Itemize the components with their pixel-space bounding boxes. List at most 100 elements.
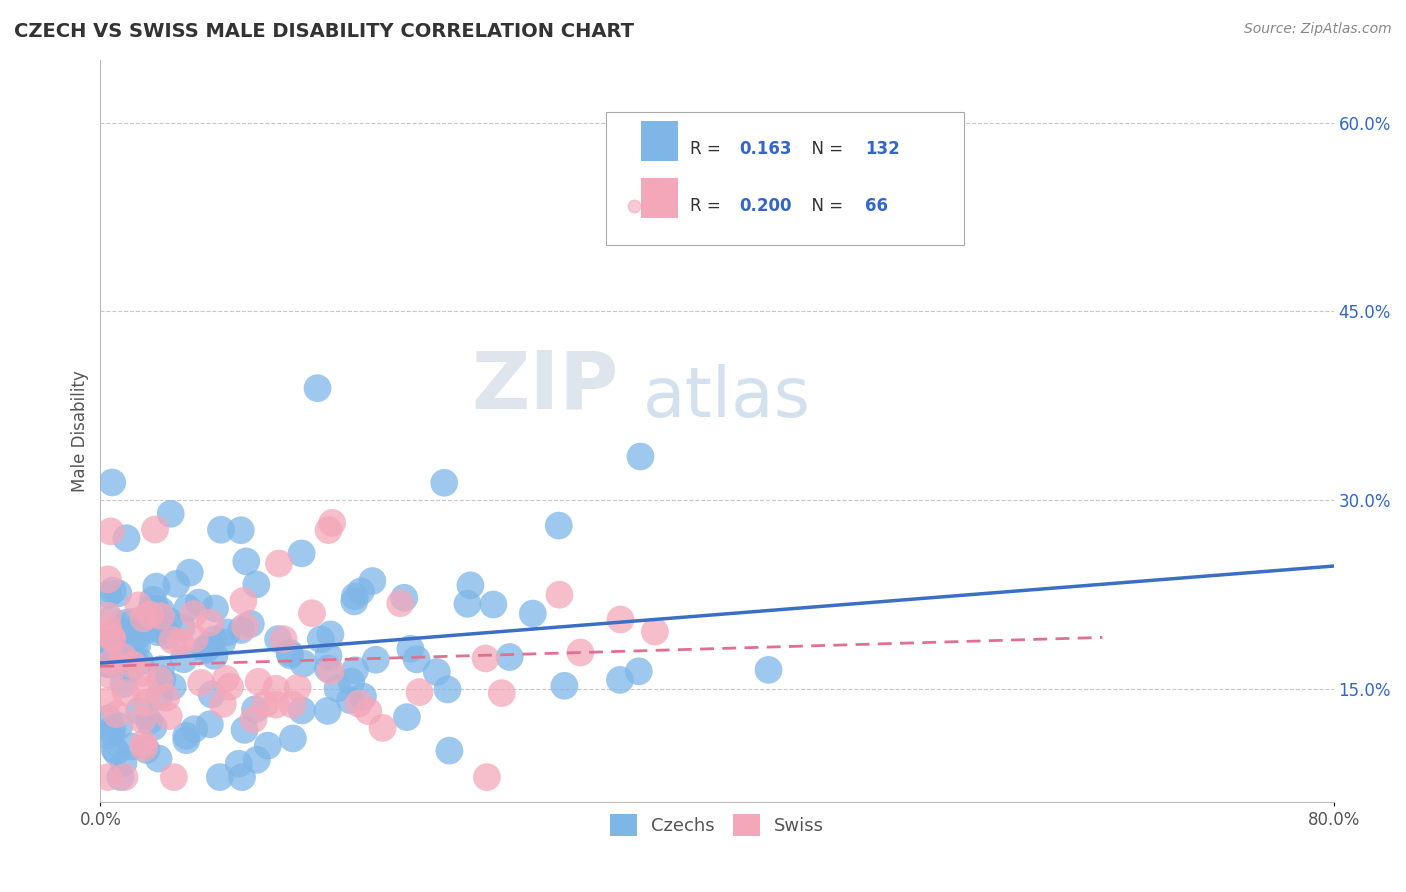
Ellipse shape	[368, 714, 396, 742]
Ellipse shape	[354, 698, 382, 725]
Ellipse shape	[344, 690, 373, 717]
Ellipse shape	[155, 607, 183, 635]
Ellipse shape	[454, 590, 481, 617]
Ellipse shape	[245, 668, 273, 696]
Ellipse shape	[195, 710, 224, 738]
Ellipse shape	[139, 611, 167, 639]
Ellipse shape	[239, 706, 267, 733]
Ellipse shape	[278, 724, 307, 752]
Ellipse shape	[94, 581, 122, 608]
Ellipse shape	[97, 717, 125, 745]
Ellipse shape	[127, 648, 155, 675]
Ellipse shape	[135, 707, 163, 735]
Ellipse shape	[290, 649, 318, 677]
Ellipse shape	[129, 730, 157, 757]
Ellipse shape	[138, 595, 165, 623]
Ellipse shape	[208, 628, 236, 656]
Ellipse shape	[162, 570, 190, 598]
Bar	[641, 121, 678, 161]
Ellipse shape	[105, 713, 134, 740]
Ellipse shape	[323, 674, 352, 702]
Ellipse shape	[167, 614, 195, 641]
Ellipse shape	[423, 658, 451, 686]
Ellipse shape	[104, 615, 132, 643]
Ellipse shape	[197, 608, 224, 636]
Ellipse shape	[225, 750, 253, 778]
Ellipse shape	[228, 764, 256, 791]
Ellipse shape	[264, 625, 292, 653]
Text: Source: ZipAtlas.com: Source: ZipAtlas.com	[1244, 22, 1392, 37]
Ellipse shape	[262, 675, 290, 703]
Ellipse shape	[479, 591, 508, 618]
Ellipse shape	[242, 696, 269, 723]
Text: 132: 132	[865, 140, 900, 158]
Ellipse shape	[316, 657, 344, 685]
Ellipse shape	[318, 509, 346, 537]
Ellipse shape	[342, 657, 368, 684]
Ellipse shape	[288, 540, 315, 567]
Ellipse shape	[342, 582, 368, 610]
Ellipse shape	[394, 703, 420, 731]
Ellipse shape	[159, 673, 187, 700]
Ellipse shape	[641, 618, 669, 646]
Ellipse shape	[98, 625, 127, 653]
Y-axis label: Male Disability: Male Disability	[72, 370, 89, 491]
Ellipse shape	[141, 516, 169, 543]
Ellipse shape	[315, 642, 342, 670]
Ellipse shape	[94, 764, 122, 791]
Ellipse shape	[471, 645, 499, 673]
Ellipse shape	[180, 600, 207, 628]
Ellipse shape	[391, 584, 418, 612]
Ellipse shape	[132, 736, 160, 764]
Ellipse shape	[97, 517, 125, 545]
Ellipse shape	[238, 610, 264, 638]
Text: CZECH VS SWISS MALE DISABILITY CORRELATION CHART: CZECH VS SWISS MALE DISABILITY CORRELATI…	[14, 22, 634, 41]
Ellipse shape	[107, 764, 135, 791]
Ellipse shape	[270, 625, 298, 653]
Ellipse shape	[131, 676, 159, 704]
Ellipse shape	[105, 640, 134, 667]
Ellipse shape	[191, 636, 219, 664]
Ellipse shape	[231, 613, 259, 640]
Ellipse shape	[278, 690, 307, 718]
Ellipse shape	[205, 764, 233, 791]
Ellipse shape	[226, 516, 254, 544]
Ellipse shape	[98, 577, 127, 605]
Ellipse shape	[142, 573, 170, 600]
Ellipse shape	[128, 659, 156, 687]
Text: R =: R =	[690, 197, 725, 215]
Ellipse shape	[288, 697, 316, 724]
Ellipse shape	[94, 687, 122, 714]
Ellipse shape	[546, 512, 572, 540]
Bar	[641, 178, 678, 218]
Ellipse shape	[433, 675, 461, 703]
Ellipse shape	[212, 665, 239, 693]
Ellipse shape	[361, 646, 389, 673]
Ellipse shape	[149, 665, 176, 693]
Ellipse shape	[627, 442, 654, 470]
Ellipse shape	[143, 618, 172, 646]
Ellipse shape	[405, 678, 433, 706]
Ellipse shape	[94, 631, 122, 658]
Ellipse shape	[606, 666, 634, 694]
Ellipse shape	[198, 681, 225, 708]
Ellipse shape	[139, 713, 167, 741]
Ellipse shape	[551, 672, 578, 699]
Ellipse shape	[98, 715, 127, 743]
Ellipse shape	[181, 624, 208, 652]
Ellipse shape	[94, 566, 122, 593]
Ellipse shape	[214, 619, 242, 647]
Ellipse shape	[298, 599, 326, 627]
Ellipse shape	[349, 682, 377, 710]
Ellipse shape	[148, 602, 174, 630]
Ellipse shape	[176, 558, 204, 586]
Ellipse shape	[127, 613, 155, 640]
Ellipse shape	[110, 749, 138, 777]
Ellipse shape	[284, 674, 312, 702]
Ellipse shape	[94, 650, 122, 678]
Ellipse shape	[755, 656, 782, 684]
Ellipse shape	[115, 621, 143, 648]
Ellipse shape	[103, 739, 131, 766]
Ellipse shape	[96, 661, 124, 689]
Ellipse shape	[336, 686, 364, 714]
